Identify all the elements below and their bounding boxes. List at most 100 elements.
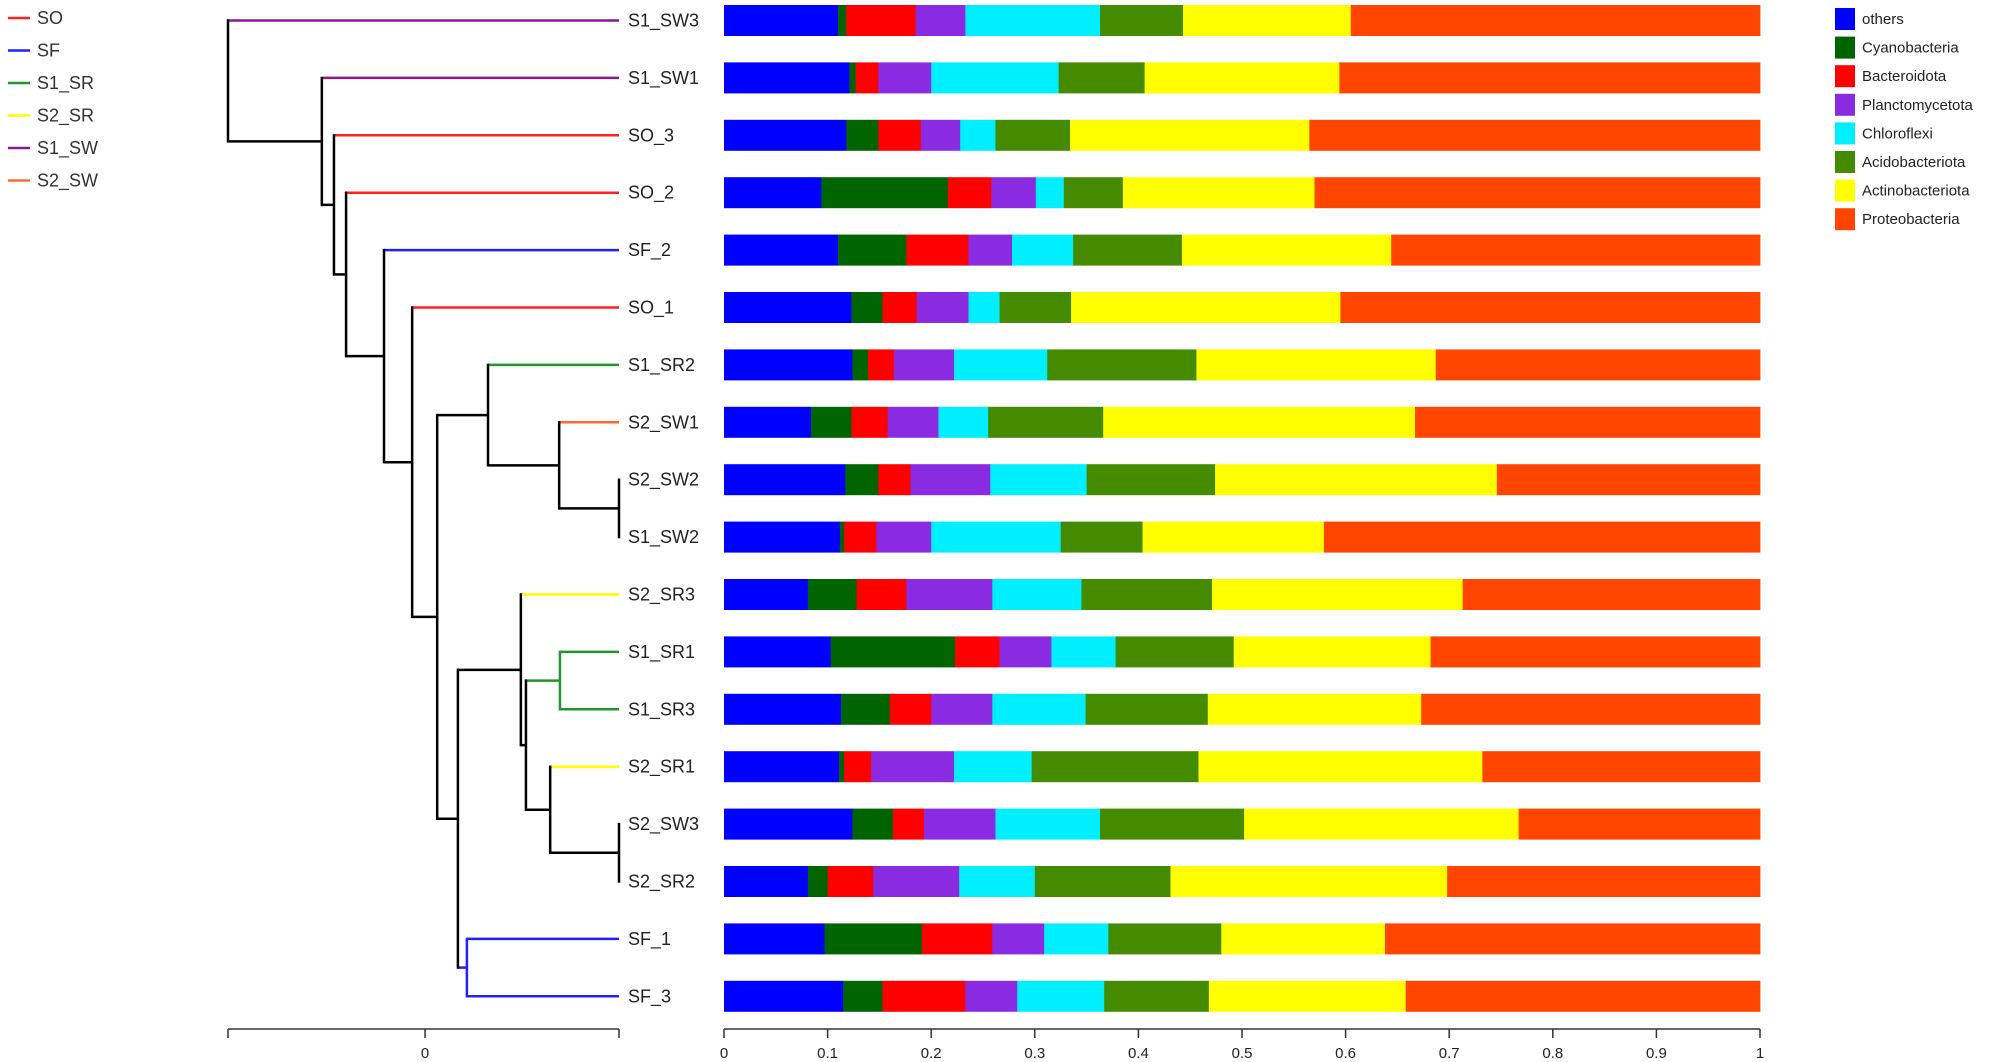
bar-segment-actinobacteriota — [1221, 923, 1386, 955]
bar-segment-bacteroidota — [856, 579, 907, 610]
sample-label: S1_SR3 — [628, 699, 695, 720]
sample-label: S1_SW1 — [628, 68, 699, 89]
sample-label: SF_1 — [628, 929, 671, 950]
bar-segment-chloroflexi — [960, 119, 996, 151]
bar-segment-cyanobacteria — [852, 349, 869, 381]
x-tick-label: 0.2 — [921, 1045, 942, 1062]
sample-label: S2_SW1 — [628, 412, 699, 433]
bar-segment-chloroflexi — [992, 693, 1086, 725]
bar-segment-bacteroidota — [855, 62, 879, 94]
bar-segment-bacteroidota — [921, 923, 993, 955]
stacked-bars — [724, 5, 1761, 1012]
bar-segment-planctomycetota — [906, 579, 993, 610]
bar-segment-chloroflexi — [931, 62, 1060, 94]
phyla-legend-label: Bacteroidota — [1862, 68, 1947, 85]
bar-segment-actinobacteriota — [1071, 292, 1341, 323]
bar-segment-actinobacteriota — [1181, 234, 1392, 266]
bar-segment-planctomycetota — [873, 866, 960, 897]
bar-segment-actinobacteriota — [1103, 406, 1416, 438]
bar-segment-others — [724, 579, 809, 610]
phyla-legend-swatch — [1835, 8, 1855, 30]
bar-segment-proteobacteria — [1447, 866, 1761, 897]
bar-segment-actinobacteriota — [1215, 464, 1498, 496]
bar-segment-actinobacteriota — [1070, 119, 1310, 151]
bar-segment-planctomycetota — [915, 5, 966, 36]
bar-segment-acidobacteriota — [1058, 62, 1146, 94]
bar-segment-others — [724, 866, 809, 897]
bar-segment-actinobacteriota — [1182, 5, 1352, 36]
bar-segment-bacteroidota — [868, 349, 895, 381]
bar-segment-acidobacteriota — [1031, 751, 1199, 783]
bar-segment-chloroflexi — [1012, 234, 1074, 266]
group-legend: SO SF S1_SR S2_SR S1_SW S2_SW — [8, 8, 98, 192]
bar-segment-acidobacteriota — [988, 406, 1104, 438]
bar-segment-chloroflexi — [965, 5, 1101, 36]
bar-segment-planctomycetota — [920, 119, 961, 151]
bar-segment-actinobacteriota — [1196, 349, 1437, 381]
bar-segment-proteobacteria — [1435, 349, 1761, 381]
bar-segment-others — [724, 693, 842, 725]
bar-segment-planctomycetota — [871, 751, 955, 783]
x-tick-label: 0.5 — [1232, 1045, 1253, 1062]
sample-label: S1_SR1 — [628, 642, 695, 663]
sample-label: S2_SW3 — [628, 814, 699, 835]
phyla-legend-label: Planctomycetota — [1862, 97, 1974, 114]
group-legend-label: S2_SW — [37, 171, 98, 192]
bar-segment-actinobacteriota — [1244, 808, 1520, 840]
bar-segment-chloroflexi — [990, 464, 1087, 496]
bar-segment-others — [724, 292, 852, 323]
bar-segment-actinobacteriota — [1142, 521, 1325, 553]
bar-segment-others — [724, 177, 822, 209]
bar-segment-acidobacteriota — [1060, 521, 1143, 553]
bar-segment-proteobacteria — [1421, 693, 1761, 725]
bar-segment-acidobacteriota — [1086, 464, 1216, 496]
bar-segment-actinobacteriota — [1211, 579, 1464, 610]
phyla-legend-label: Chloroflexi — [1862, 125, 1933, 142]
bar-segment-cyanobacteria — [821, 177, 949, 209]
bar-segment-planctomycetota — [931, 693, 993, 725]
bar-segment-cyanobacteria — [849, 62, 856, 94]
sample-label: SO_3 — [628, 125, 674, 146]
phyla-legend: others Cyanobacteria Bacteroidota Planctomy… — [1835, 8, 1974, 231]
bar-segment-planctomycetota — [991, 177, 1037, 209]
bar-segment-planctomycetota — [910, 464, 991, 496]
bar-segment-actinobacteriota — [1144, 62, 1340, 94]
bar-segment-bacteroidota — [882, 292, 918, 323]
bar-segment-proteobacteria — [1405, 980, 1761, 1012]
bar-segment-planctomycetota — [916, 292, 969, 323]
x-tick-label: 0.8 — [1542, 1045, 1563, 1062]
bar-segment-acidobacteriota — [1100, 808, 1245, 840]
bar-segment-actinobacteriota — [1233, 636, 1431, 668]
bar-segment-acidobacteriota — [1100, 5, 1184, 36]
x-tick-label: 0 — [720, 1045, 728, 1062]
bar-segment-acidobacteriota — [1081, 579, 1213, 610]
phyla-legend-swatch — [1835, 151, 1855, 173]
group-legend-label: SO — [37, 8, 63, 28]
bar-segment-proteobacteria — [1309, 119, 1761, 151]
sample-label: S2_SR3 — [628, 585, 695, 606]
bar-segment-acidobacteriota — [999, 292, 1072, 323]
bar-segment-chloroflexi — [953, 349, 1048, 381]
bar-segment-others — [724, 62, 850, 94]
sample-labels: S1_SW3 S1_SW1 SO_3 SO_2 SF_2 SO_1 S1_SR2 S2_SW1… — [628, 11, 699, 1008]
bar-segment-cyanobacteria — [846, 119, 879, 151]
bar-segment-bacteroidota — [846, 5, 917, 36]
sample-label: S1_SW2 — [628, 527, 699, 548]
bar-segment-planctomycetota — [876, 521, 932, 553]
bar-segment-cyanobacteria — [824, 923, 923, 955]
bar-segment-others — [724, 119, 847, 151]
phyla-legend-swatch — [1835, 179, 1855, 202]
bar-segment-others — [724, 406, 812, 438]
sample-label: SO_2 — [628, 183, 674, 204]
sample-label: SF_3 — [628, 986, 671, 1007]
phyla-legend-swatch — [1835, 65, 1855, 88]
bar-segment-acidobacteriota — [995, 119, 1071, 151]
phyla-legend-label: Proteobacteria — [1862, 211, 1960, 228]
bar-segment-acidobacteriota — [1034, 866, 1171, 897]
bar-segment-bacteroidota — [844, 521, 877, 553]
x-tick-label: 0.3 — [1024, 1045, 1045, 1062]
dendrogram — [226, 19, 621, 998]
phyla-legend-swatch — [1835, 93, 1855, 116]
bar-segment-cyanobacteria — [852, 808, 894, 840]
bar-segment-acidobacteriota — [1047, 349, 1197, 381]
